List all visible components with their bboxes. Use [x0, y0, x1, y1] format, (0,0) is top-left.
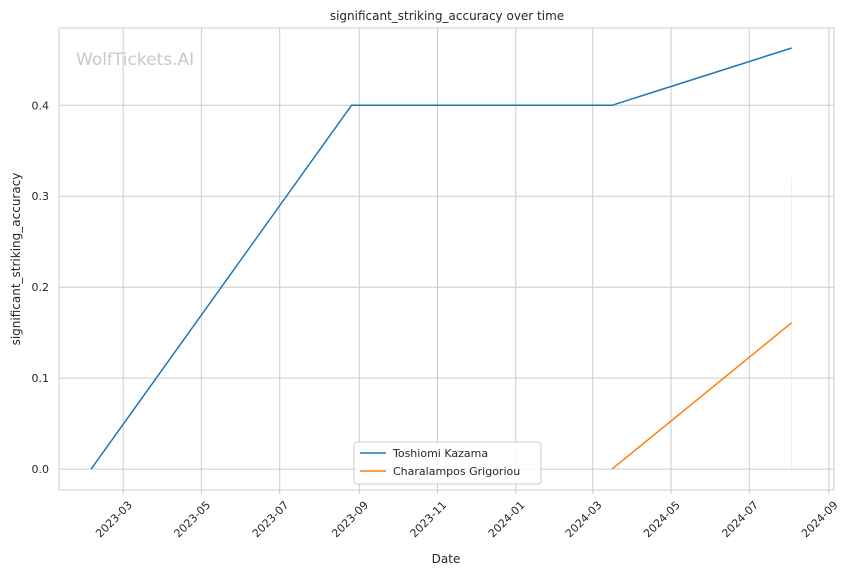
chart-title: significant_striking_accuracy over time	[330, 9, 564, 23]
plot-area-frame	[58, 27, 835, 491]
legend: Toshiomi Kazama Charalampos Grigoriou	[353, 441, 542, 485]
y-tick-label: 0.3	[32, 190, 50, 203]
y-axis-ticks: 0.0 0.1 0.2 0.3 0.4	[32, 99, 50, 476]
series-line-toshiomi-kazama	[90, 47, 792, 470]
series-line-charalampos-grigoriou	[611, 322, 793, 470]
legend-box	[353, 441, 542, 485]
y-tick-label: 0.1	[32, 372, 50, 385]
y-tick-label: 0.2	[32, 281, 50, 294]
watermark: WolfTickets.AI	[76, 50, 194, 70]
series-lines	[90, 47, 793, 470]
y-axis-title: significant_striking_accuracy	[9, 173, 23, 346]
legend-items: Toshiomi Kazama Charalampos Grigoriou	[360, 447, 520, 478]
legend-label: Charalampos Grigoriou	[393, 465, 520, 478]
legend-label: Toshiomi Kazama	[392, 447, 488, 460]
x-axis-title: Date	[432, 552, 461, 566]
y-tick-label: 0.4	[32, 99, 50, 112]
y-tick-label: 0.0	[32, 463, 50, 476]
